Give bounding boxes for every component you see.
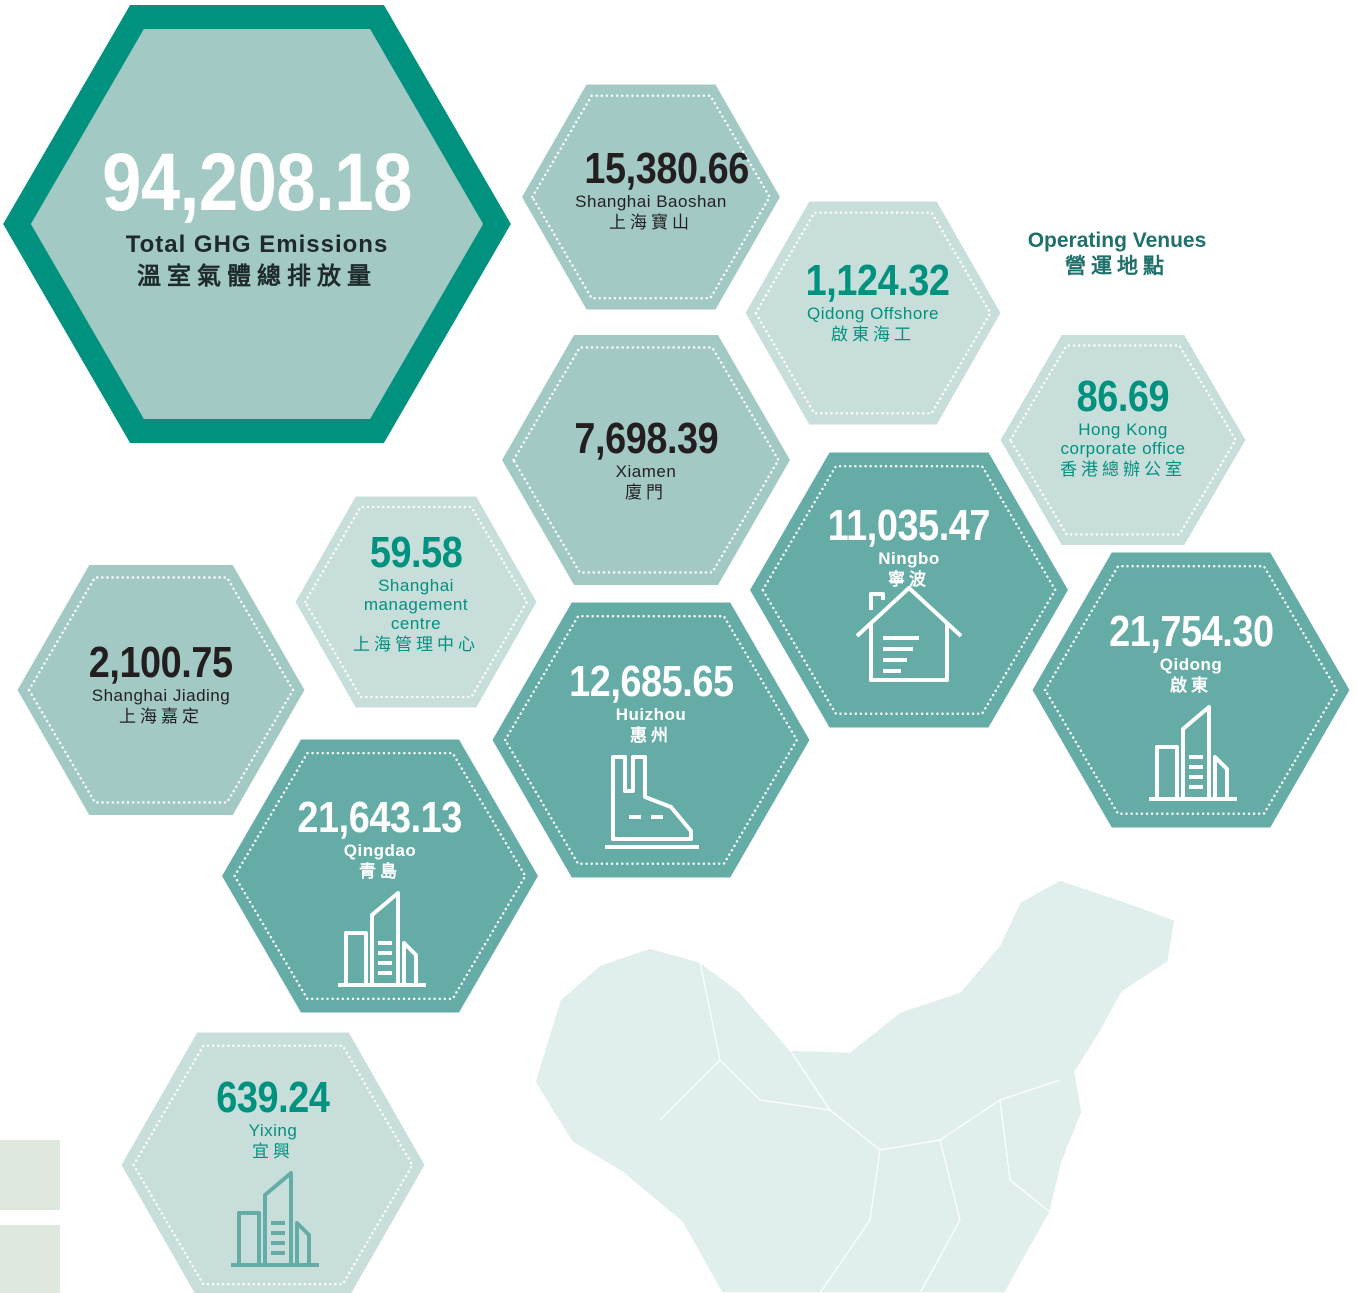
venue-value: 86.69	[1076, 372, 1170, 421]
venue-dotted-border	[233, 751, 527, 1001]
venue-block: 15,380.66 Shanghai Baoshan 上海寶山	[571, 146, 749, 235]
venue-value: 21,643.13	[297, 793, 463, 842]
venue-dotted-border	[512, 346, 780, 574]
icon-stroke	[1149, 745, 1237, 801]
venue-hexagon	[121, 1032, 425, 1293]
venue-value: 11,035.47	[827, 501, 991, 550]
icon-stroke	[338, 931, 426, 987]
venue-name-zh: 上海寶山	[608, 213, 693, 232]
venue-dotted-border	[1043, 565, 1339, 815]
venue-name-en: Ningbo	[878, 549, 940, 568]
venue-dotted-border	[761, 465, 1057, 715]
venue-hexagon	[1032, 552, 1350, 828]
venue-name-zh: 香港總辦公室	[1059, 460, 1186, 479]
map-borders	[659, 961, 1061, 1293]
venue-block: 639.24 Yixing 宜興	[179, 1075, 367, 1164]
venue-block: 86.69 Hong Kong corporate office 香港總辦公室	[1047, 374, 1199, 482]
venue-dotted-border	[303, 505, 529, 699]
venue-name-en: Qingdao	[343, 841, 417, 860]
venue-hexagon	[295, 496, 537, 708]
venue-dotted-border	[132, 1044, 414, 1286]
faded-thumbnail	[0, 1140, 60, 1293]
venue-hexagon	[222, 739, 538, 1013]
house-icon	[855, 586, 963, 682]
total-value: 94,208.18	[102, 137, 412, 228]
venue-dotted-border	[1008, 344, 1238, 536]
venue-dotted-border	[530, 94, 772, 300]
venue-value: 12,685.65	[568, 657, 734, 706]
venue-value: 7,698.39	[574, 414, 718, 463]
building-icon	[338, 891, 426, 987]
venue-value: 15,380.66	[584, 144, 749, 193]
venue-dotted-border	[27, 576, 295, 804]
icon-stroke	[855, 586, 963, 682]
total-label-zh: 溫室氣體總排放量	[136, 263, 377, 290]
venue-block: 11,035.47 Ningbo 寧波	[810, 503, 1007, 592]
venue-block: 59.58 Shanghai management centre 上海管理中心	[341, 530, 490, 657]
venue-value: 639.24	[216, 1073, 330, 1122]
venue-name-en: Shanghai management centre	[363, 576, 469, 633]
venue-name-en: Huizhou	[615, 705, 687, 724]
venue-hexagon	[522, 84, 780, 310]
icon-stroke	[1181, 705, 1229, 799]
icon-stroke	[605, 755, 699, 849]
legend-en: Operating Venues	[1027, 229, 1207, 252]
venue-name-en: Qidong	[1159, 655, 1223, 674]
building-icon	[1149, 705, 1237, 801]
venue-name-zh: 廈門	[624, 483, 667, 502]
venue-hexagon	[17, 565, 305, 815]
venue-hexagon	[1000, 335, 1246, 545]
venue-block: 7,698.39 Xiamen 廈門	[557, 416, 736, 505]
venue-name-en: Shanghai Jiading	[91, 686, 231, 705]
venue-name-zh: 啟東	[1170, 676, 1212, 695]
venue-name-en: Hong Kong corporate office	[1060, 420, 1186, 458]
total-block: 94,208.18 Total GHG Emissions 溫室氣體總排放量	[77, 140, 437, 294]
china-map	[534, 879, 1176, 1293]
venue-value: 21,754.30	[1108, 607, 1274, 656]
legend: Operating Venues 營運地點	[1028, 228, 1207, 280]
venue-name-zh: 青島	[359, 862, 401, 881]
venue-value: 1,124.32	[805, 256, 950, 305]
factory-icon	[605, 755, 699, 849]
venue-block: 21,643.13 Qingdao 青島	[282, 795, 478, 884]
venue-block: 21,754.30 Qidong 啟東	[1093, 609, 1290, 698]
icon-stroke	[263, 1171, 311, 1265]
venue-block: 2,100.75 Shanghai Jiading 上海嘉定	[72, 640, 250, 729]
venue-dotted-border	[503, 615, 799, 865]
venue-hexagon	[502, 335, 790, 585]
venue-hexagon	[745, 201, 1001, 425]
icon-stroke	[869, 592, 885, 610]
venue-hexagon	[492, 602, 810, 878]
venue-value: 2,100.75	[89, 638, 233, 687]
legend-zh: 營運地點	[1065, 255, 1169, 278]
total-label-en: Total GHG Emissions	[125, 231, 389, 258]
icon-stroke	[231, 1211, 319, 1267]
venue-name-en: Xiamen	[615, 462, 677, 481]
venue-name-zh: 惠州	[630, 726, 672, 745]
venue-name-en: Shanghai Baoshan	[575, 192, 727, 211]
venue-name-en: Yixing	[248, 1121, 298, 1140]
venue-value: 59.58	[369, 528, 463, 577]
venue-name-zh: 啟東海工	[831, 325, 915, 344]
venue-name-zh: 宜興	[251, 1142, 294, 1161]
venue-name-zh: 上海管理中心	[353, 635, 479, 654]
venue-block: 12,685.65 Huizhou 惠州	[553, 659, 750, 748]
venue-block: 1,124.32 Qidong Offshore 啟東海工	[794, 258, 952, 347]
icon-stroke	[370, 891, 418, 985]
venue-name-zh: 上海嘉定	[119, 707, 203, 726]
venue-name-en: Qidong Offshore	[807, 304, 939, 323]
total-hexagon	[3, 5, 511, 443]
venue-name-zh: 寧波	[888, 570, 930, 589]
venue-dotted-border	[754, 211, 992, 415]
building-icon	[231, 1171, 319, 1267]
